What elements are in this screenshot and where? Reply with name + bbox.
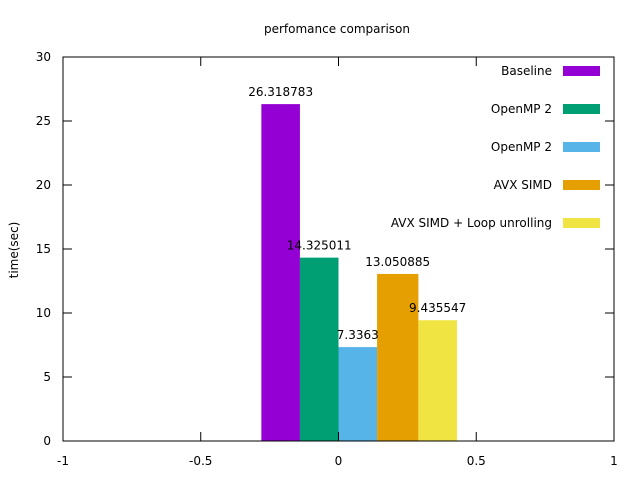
legend-swatch-2 — [563, 142, 600, 152]
bar-1 — [299, 257, 339, 441]
y-tick-label-5: 25 — [36, 114, 51, 128]
chart-title: perfomance comparison — [264, 22, 410, 36]
bar-value-label-3: 13.050885 — [365, 255, 430, 269]
bar-labels-group: 26.318783 14.325011 7.3363 13.050885 9.43554… — [248, 85, 466, 342]
y-tick-label-3: 15 — [36, 242, 51, 256]
y-tick-label-4: 20 — [36, 178, 51, 192]
x-tick-label-2: 0 — [335, 454, 343, 468]
bar-3 — [377, 273, 419, 441]
legend-label-4: AVX SIMD + Loop unrolling — [391, 216, 552, 230]
legend-label-0: Baseline — [501, 64, 552, 78]
bar-value-label-4: 9.435547 — [409, 301, 466, 315]
legend-swatch-1 — [563, 104, 600, 114]
legend-swatch-4 — [563, 218, 600, 228]
y-axis-label: time(sec) — [7, 222, 21, 279]
legend-label-2: OpenMP 2 — [491, 140, 552, 154]
y-axis-ticks: 0 5 10 15 20 25 30 — [36, 50, 614, 448]
bar-4 — [418, 320, 457, 441]
x-axis-ticks: -1 -0.5 0 0.5 1 — [57, 57, 618, 468]
bar-2 — [338, 347, 378, 441]
legend-swatch-0 — [563, 66, 600, 76]
bar-value-label-2: 7.3363 — [337, 328, 379, 342]
x-tick-label-3: 0.5 — [467, 454, 486, 468]
x-tick-label-4: 1 — [610, 454, 618, 468]
bars-group — [261, 104, 457, 442]
bar-0 — [261, 104, 300, 442]
bar-value-label-0: 26.318783 — [248, 85, 313, 99]
y-tick-label-2: 10 — [36, 306, 51, 320]
y-tick-label-0: 0 — [43, 434, 51, 448]
legend-swatch-3 — [563, 180, 600, 190]
y-tick-label-6: 30 — [36, 50, 51, 64]
legend-label-1: OpenMP 2 — [491, 102, 552, 116]
legend-label-3: AVX SIMD — [494, 178, 552, 192]
bar-value-label-1: 14.325011 — [287, 239, 352, 253]
x-tick-label-0: -1 — [57, 454, 69, 468]
y-tick-label-1: 5 — [43, 370, 51, 384]
legend: Baseline OpenMP 2 OpenMP 2 AVX SIMD AVX SIMD… — [391, 64, 600, 230]
x-tick-label-1: -0.5 — [189, 454, 212, 468]
